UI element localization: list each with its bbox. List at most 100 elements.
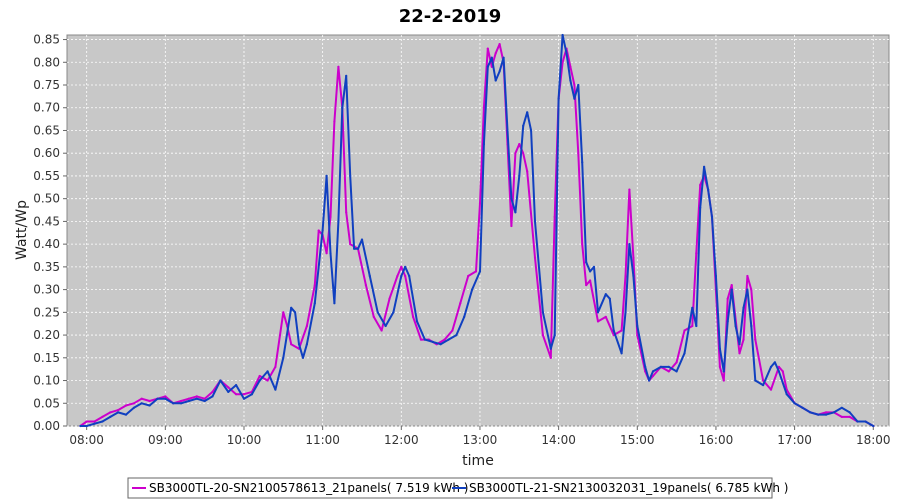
data-point	[101, 415, 104, 418]
y-tick-label: 0.20	[33, 328, 60, 342]
data-point	[266, 370, 269, 373]
x-axis: 08:00 09:00 10:00 11:00 12:00 13:00 14:00 15:00…	[69, 426, 891, 447]
data-point	[124, 413, 128, 416]
data-point	[313, 284, 316, 287]
data-point	[471, 288, 474, 291]
data-point	[785, 393, 788, 396]
data-point	[392, 311, 395, 314]
data-point	[628, 243, 631, 246]
data-point	[848, 411, 851, 414]
data-point	[695, 252, 698, 255]
data-point	[227, 386, 230, 389]
data-point	[333, 302, 336, 305]
data-point	[848, 415, 851, 418]
data-point	[746, 288, 749, 291]
data-point	[301, 356, 305, 359]
data-point	[648, 379, 651, 382]
data-point	[707, 188, 710, 191]
data-point	[644, 365, 647, 368]
data-point	[718, 365, 722, 368]
data-point	[518, 143, 521, 146]
data-point	[337, 220, 340, 223]
data-point	[235, 393, 238, 396]
y-tick-label: 0.85	[33, 33, 60, 47]
data-point	[514, 152, 517, 155]
data-point	[596, 320, 600, 323]
data-point	[809, 411, 812, 414]
data-point	[124, 404, 128, 407]
data-point	[762, 384, 765, 387]
data-point	[541, 311, 545, 314]
data-point	[553, 215, 556, 218]
data-point	[577, 152, 580, 155]
data-point	[840, 406, 843, 409]
data-point	[498, 43, 501, 46]
data-point	[242, 397, 246, 400]
x-tick-label: 16:00	[699, 433, 734, 447]
data-point	[620, 352, 623, 355]
data-point	[156, 397, 159, 400]
data-point	[675, 361, 678, 364]
data-point	[455, 334, 458, 337]
data-point	[608, 297, 611, 300]
legend-label: SB3000TL-20-SN2100578613_21panels( 7.519…	[149, 481, 468, 495]
data-point	[742, 306, 745, 309]
data-point	[659, 365, 663, 368]
data-point	[266, 379, 269, 382]
data-point	[290, 343, 293, 346]
data-point	[109, 411, 112, 414]
data-point	[140, 397, 143, 400]
data-point	[541, 334, 545, 337]
x-tick-label: 10:00	[227, 433, 262, 447]
x-tick-label: 09:00	[148, 433, 183, 447]
data-point	[832, 411, 836, 414]
y-tick-label: 0.35	[33, 260, 60, 274]
data-point	[533, 256, 537, 259]
data-point	[148, 404, 151, 407]
data-point	[132, 402, 135, 405]
data-point	[667, 365, 670, 368]
data-point	[730, 288, 733, 291]
chart-title: 22-2-2019	[399, 6, 502, 27]
series-points-2	[79, 33, 875, 428]
y-axis-title: Watt/Wp	[14, 200, 30, 260]
data-point	[419, 338, 423, 341]
data-point	[734, 324, 737, 328]
data-point	[522, 124, 525, 127]
data-point	[195, 395, 198, 398]
data-point	[274, 388, 277, 391]
data-point	[384, 324, 387, 328]
data-point	[722, 379, 725, 382]
data-point	[750, 324, 753, 328]
data-point	[408, 274, 411, 278]
data-point	[478, 202, 482, 205]
data-point	[467, 274, 470, 278]
data-point	[498, 70, 501, 73]
data-point	[180, 399, 183, 403]
data-point	[203, 397, 206, 400]
data-point	[691, 306, 694, 309]
y-tick-label: 0.05	[33, 396, 60, 410]
data-point	[514, 211, 517, 214]
data-point	[486, 47, 489, 50]
data-point	[769, 388, 773, 391]
data-point	[250, 393, 253, 396]
x-tick-label: 11:00	[305, 433, 340, 447]
data-point	[482, 106, 485, 109]
data-point	[117, 409, 120, 412]
data-point	[856, 420, 859, 423]
data-point	[274, 365, 277, 368]
data-point	[695, 324, 698, 328]
data-point	[345, 211, 348, 214]
data-point	[604, 315, 607, 318]
data-point	[718, 347, 722, 350]
data-point	[242, 393, 246, 396]
data-point	[872, 424, 875, 428]
data-point	[431, 340, 434, 343]
data-point	[549, 356, 552, 359]
data-point	[482, 143, 485, 146]
data-point	[750, 288, 753, 291]
data-point	[581, 161, 584, 164]
data-point	[553, 334, 556, 337]
